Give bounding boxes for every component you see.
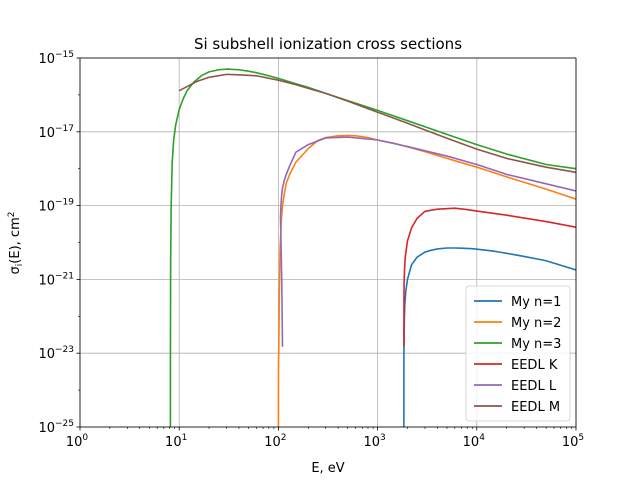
y-tick-label: 10−25 <box>38 419 74 436</box>
x-tick-label: 102 <box>264 433 286 450</box>
x-tick-label: 100 <box>66 433 89 450</box>
legend-label: EEDL L <box>511 379 557 394</box>
x-tick-label: 103 <box>363 433 385 450</box>
legend: My n=1 My n=2 My n=3 EEDL K EEDL L EEDL M <box>465 285 571 422</box>
y-tick-label: 10−17 <box>38 124 74 141</box>
x-axis-title: E, eV <box>311 461 344 476</box>
y-tick-label: 10−23 <box>38 345 74 362</box>
x-tick-label: 105 <box>562 433 584 450</box>
x-tick-label: 101 <box>165 433 187 450</box>
legend-label: My n=1 <box>511 295 561 310</box>
grid-lines <box>79 57 577 428</box>
legend-label: My n=3 <box>511 337 561 352</box>
axis-ticks: 100 101 102 103 104 105 10−25 10−23 10−21 10−19 10… <box>38 50 584 450</box>
series-line-eedl-l <box>279 136 576 347</box>
legend-box <box>465 285 571 422</box>
y-tick-label: 10−21 <box>38 271 74 288</box>
legend-label: EEDL M <box>511 400 560 415</box>
y-tick-label: 10−19 <box>38 198 74 215</box>
series-line-eedl-m <box>178 73 576 174</box>
legend-label: My n=2 <box>511 316 561 331</box>
legend-label: EEDL K <box>511 358 558 373</box>
series-lines <box>169 68 576 427</box>
x-tick-label: 104 <box>463 433 486 450</box>
series-line-my-n-3 <box>169 68 576 427</box>
chart-title: Si subshell ionization cross sections <box>194 35 462 53</box>
y-axis-title: σi(E), cm2 <box>7 212 25 275</box>
series-line-eedl-k <box>403 207 576 347</box>
y-tick-label: 10−15 <box>38 50 74 67</box>
